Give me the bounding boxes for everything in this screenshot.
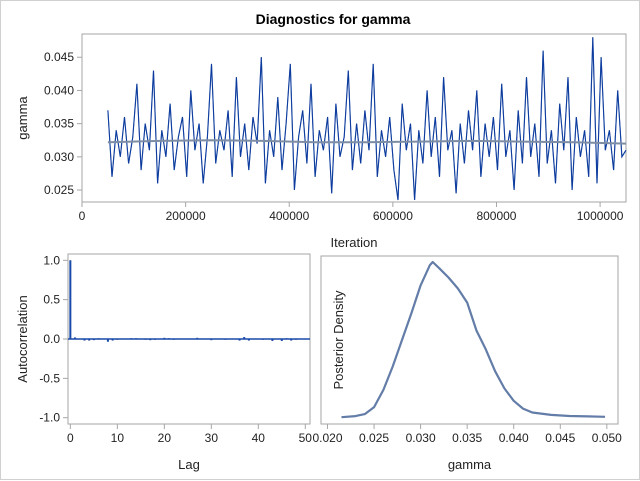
x-tick-label: 0.030 [406,431,436,445]
y-tick-label: -1.0 [39,411,60,425]
x-tick-label: 800000 [476,209,516,223]
x-tick-label: 200000 [166,209,206,223]
trace-series-line [107,37,627,201]
x-tick-label: 1000000 [577,209,624,223]
y-axis-label: Posterior Density [331,290,346,389]
x-tick-label: 600000 [373,209,413,223]
y-tick-label: 0.025 [44,183,74,197]
x-tick-label: 0.040 [499,431,529,445]
y-axis-label: Autocorrelation [15,295,30,382]
x-tick-label: 400000 [269,209,309,223]
y-tick-label: -0.5 [39,371,60,385]
density-curve [341,260,606,419]
y-tick-label: 0.035 [44,117,74,131]
y-tick-label: 0.5 [43,293,60,307]
x-axis-label: gamma [448,457,492,472]
x-axis-label: Lag [178,457,200,472]
autocorrelation-plot: 0 10 20 30 40 50 -1.0 -0.5 0.0 0.5 1.0 Lag Autocorre… [15,253,312,472]
y-tick-label: 0.040 [44,83,74,97]
x-tick-label: 40 [252,431,266,445]
y-tick-label: 0.0 [43,332,60,346]
plot-frame [320,255,619,425]
x-tick-label: 0.035 [452,431,482,445]
y-axis-label: gamma [15,96,30,140]
y-tick-label: 1.0 [43,253,60,267]
x-tick-label: 0.050 [592,431,622,445]
trace-plot: 0 200000 400000 600000 800000 1000000 0.025 0.0… [15,33,627,250]
x-tick-label: 50 [299,431,313,445]
x-tick-label: 0.020 [313,431,343,445]
trace-series-shadow [107,37,627,201]
x-tick-label: 10 [111,431,125,445]
x-tick-label: 0 [67,431,74,445]
x-tick-label: 0.045 [545,431,575,445]
x-tick-label: 20 [158,431,172,445]
y-tick-label: 0.030 [44,150,74,164]
x-tick-label: 0.025 [359,431,389,445]
trace-mean-line [107,139,627,145]
x-axis-label: Iteration [331,235,378,250]
y-tick-label: 0.045 [44,50,74,64]
x-tick-label: 30 [205,431,219,445]
x-tick-label: 0 [79,209,86,223]
plot-frame [81,33,627,203]
chart-title: Diagnostics for gamma [256,11,411,27]
density-plot: 0.020 0.025 0.030 0.035 0.040 0.045 0.050 gamma… [313,255,622,472]
